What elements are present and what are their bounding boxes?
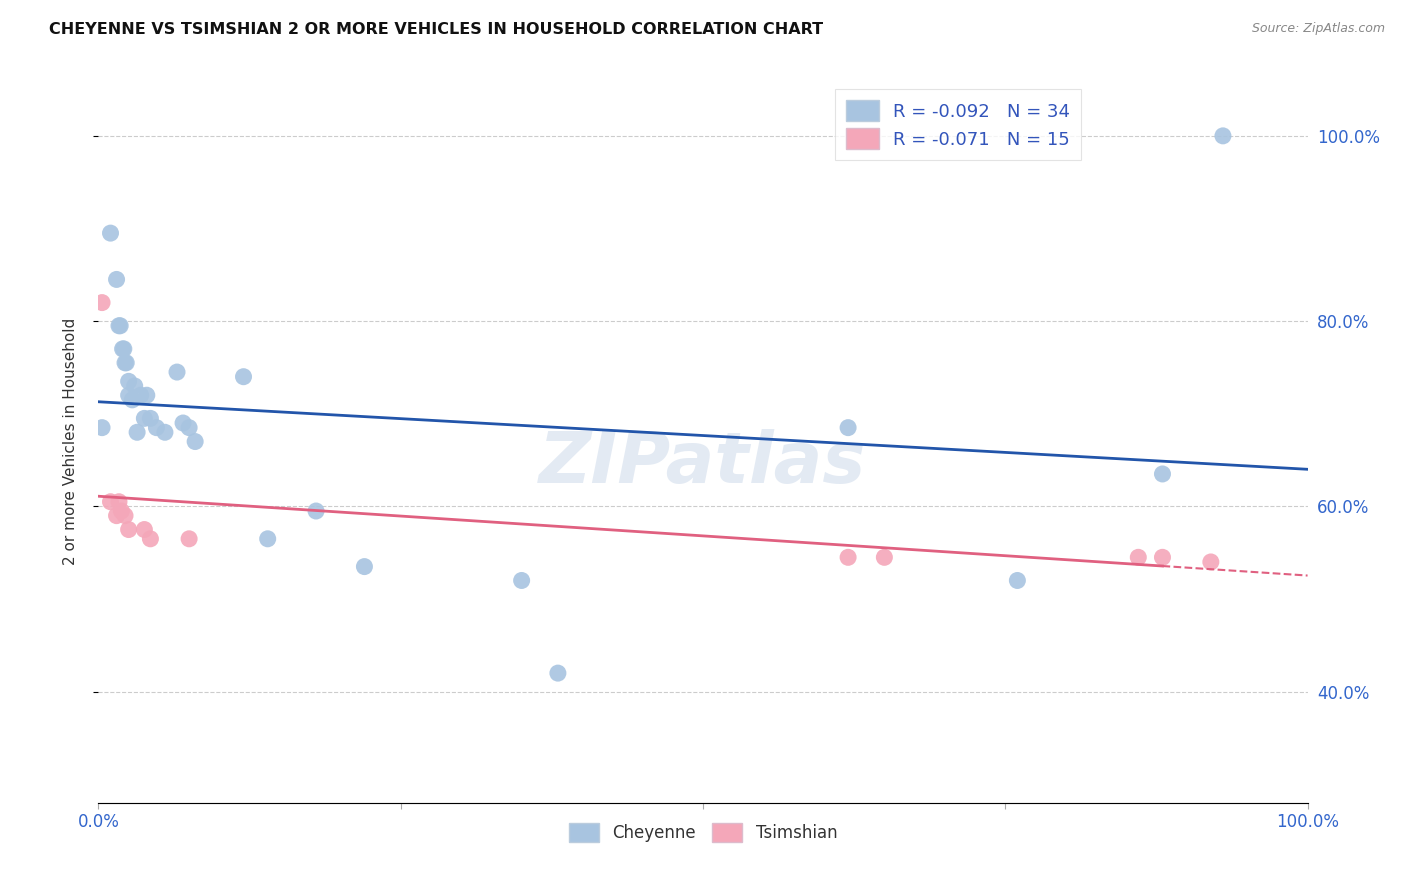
Point [145, 420, 167, 434]
Point [256, 532, 278, 546]
Point [114, 356, 136, 370]
Point [134, 523, 156, 537]
Point [232, 369, 254, 384]
Point [118, 523, 141, 537]
Text: CHEYENNE VS TSIMSHIAN 2 OR MORE VEHICLES IN HOUSEHOLD CORRELATION CHART: CHEYENNE VS TSIMSHIAN 2 OR MORE VEHICLES… [49, 22, 824, 37]
Point [124, 379, 146, 393]
Point [139, 411, 162, 425]
Point [153, 425, 176, 440]
Point [121, 392, 143, 407]
Point [172, 416, 194, 430]
Point [184, 434, 207, 449]
Point [1007, 574, 1029, 588]
Point [91, 295, 114, 310]
Point [100, 494, 122, 508]
Point [1152, 467, 1174, 481]
Point [91, 420, 114, 434]
Point [547, 666, 569, 681]
Point [1199, 555, 1222, 569]
Point [1152, 550, 1174, 565]
Point [110, 504, 132, 518]
Point [105, 272, 128, 286]
Point [179, 532, 201, 546]
Point [129, 388, 152, 402]
Point [1128, 550, 1150, 565]
Point [135, 388, 157, 402]
Point [837, 550, 859, 565]
Point [108, 494, 131, 508]
Text: ZIPatlas: ZIPatlas [540, 429, 866, 498]
Point [100, 226, 122, 240]
Point [114, 508, 136, 523]
Point [166, 365, 188, 379]
Point [1212, 128, 1234, 143]
Point [179, 420, 201, 434]
Point [873, 550, 896, 565]
Point [353, 559, 375, 574]
Y-axis label: 2 or more Vehicles in Household: 2 or more Vehicles in Household [63, 318, 77, 566]
Point [510, 574, 533, 588]
Point [134, 411, 156, 425]
Legend: Cheyenne, Tsimshian: Cheyenne, Tsimshian [562, 816, 844, 848]
Point [305, 504, 328, 518]
Point [112, 342, 135, 356]
Point [111, 342, 134, 356]
Point [139, 532, 162, 546]
Point [108, 318, 131, 333]
Point [837, 420, 859, 434]
Text: Source: ZipAtlas.com: Source: ZipAtlas.com [1251, 22, 1385, 36]
Point [118, 388, 141, 402]
Point [108, 318, 131, 333]
Point [127, 425, 149, 440]
Point [118, 375, 141, 389]
Point [115, 356, 138, 370]
Point [105, 508, 128, 523]
